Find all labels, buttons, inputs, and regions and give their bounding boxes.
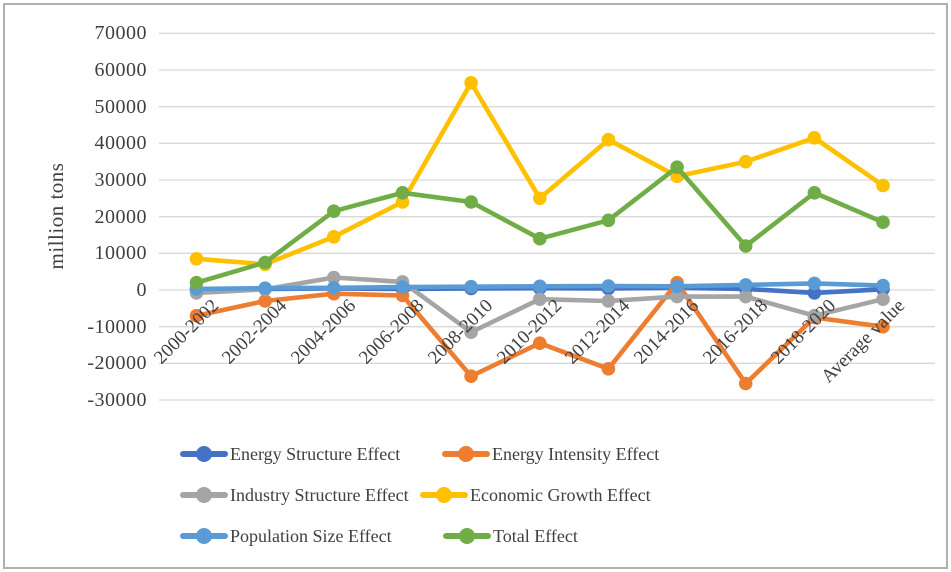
y-tick-label: 0 (136, 279, 147, 301)
data-point-marker (738, 289, 753, 304)
data-point-marker (738, 154, 753, 169)
data-point-marker (327, 270, 341, 285)
data-point-marker (807, 308, 822, 323)
legend-label-energy-structure-effect: Energy Structure Effect (230, 444, 401, 464)
data-point-marker (807, 131, 822, 145)
data-point-marker (189, 308, 204, 323)
y-tick-label: 20000 (94, 205, 147, 228)
y-tick-label: -20000 (87, 352, 147, 375)
data-point-marker (464, 325, 478, 340)
y-tick-label: 30000 (94, 168, 147, 191)
data-point-marker (533, 279, 547, 294)
data-point-marker (258, 281, 272, 296)
data-point-marker (533, 231, 547, 246)
y-tick-label: -30000 (87, 389, 147, 411)
data-point-marker (601, 213, 616, 228)
legend-label-population-size-effect: Population Size Effect (230, 526, 392, 546)
legend-key-industry-structure-effect (180, 482, 228, 508)
legend-label-total-effect: Total Effect (493, 526, 578, 546)
data-point-marker (738, 239, 753, 253)
y-tick-label: 10000 (94, 242, 147, 265)
legend-marker-dot (196, 446, 212, 462)
data-point-marker (738, 278, 753, 292)
data-point-marker (601, 294, 616, 308)
data-point-marker (258, 294, 272, 308)
series-line-energy-intensity-effect (189, 275, 890, 391)
data-point-marker (876, 278, 890, 293)
data-point-marker (258, 255, 272, 270)
data-point-marker (533, 292, 547, 307)
legend-key-population-size-effect (180, 523, 228, 549)
series-line-total-effect (189, 160, 890, 290)
data-point-marker (327, 230, 341, 244)
data-point-marker (533, 336, 547, 351)
data-point-marker (601, 279, 616, 293)
legend-marker-dot (458, 446, 474, 462)
data-point-marker (670, 160, 684, 174)
data-point-marker (327, 204, 341, 218)
data-point-marker (464, 369, 478, 384)
data-point-marker (876, 178, 890, 193)
legend-marker-dot (196, 528, 212, 544)
legend-marker-dot (459, 528, 475, 544)
data-point-marker (533, 191, 547, 206)
data-point-marker (464, 76, 478, 90)
data-point-marker (464, 195, 478, 209)
series-line-population-size-effect (189, 276, 890, 296)
data-point-marker (395, 186, 410, 200)
legend-label-economic-growth-effect: Economic Growth Effect (470, 485, 651, 505)
y-tick-label: 70000 (94, 22, 147, 45)
data-point-marker (670, 289, 684, 304)
data-point-marker (601, 132, 616, 147)
series-line-industry-structure-effect (189, 270, 890, 340)
y-tick-label: 40000 (94, 132, 147, 155)
data-point-marker (670, 279, 684, 294)
data-point-marker (876, 215, 890, 229)
legend-label-energy-intensity-effect: Energy Intensity Effect (492, 444, 660, 464)
y-tick-label: 50000 (94, 95, 147, 118)
legend-key-economic-growth-effect (420, 482, 468, 508)
y-tick-label: 60000 (94, 58, 147, 81)
data-point-marker (189, 251, 204, 266)
data-point-marker (464, 279, 478, 294)
data-point-marker (807, 276, 822, 291)
legend-marker-dot (196, 487, 212, 503)
data-point-marker (738, 376, 753, 391)
y-tick-label: -10000 (87, 315, 147, 338)
legend-key-energy-intensity-effect (442, 441, 490, 467)
data-point-marker (189, 275, 204, 290)
data-point-marker (876, 319, 890, 334)
data-point-marker (876, 292, 890, 307)
legend-marker-dot (436, 487, 452, 503)
data-point-marker (395, 280, 410, 294)
data-point-marker (807, 286, 822, 300)
legend-label-industry-structure-effect: Industry Structure Effect (230, 485, 409, 505)
legend-key-total-effect (443, 523, 491, 549)
data-point-marker (327, 281, 341, 295)
legend-key-energy-structure-effect (180, 441, 228, 467)
data-point-marker (807, 186, 822, 200)
series-path (194, 164, 886, 286)
data-point-marker (601, 362, 616, 376)
